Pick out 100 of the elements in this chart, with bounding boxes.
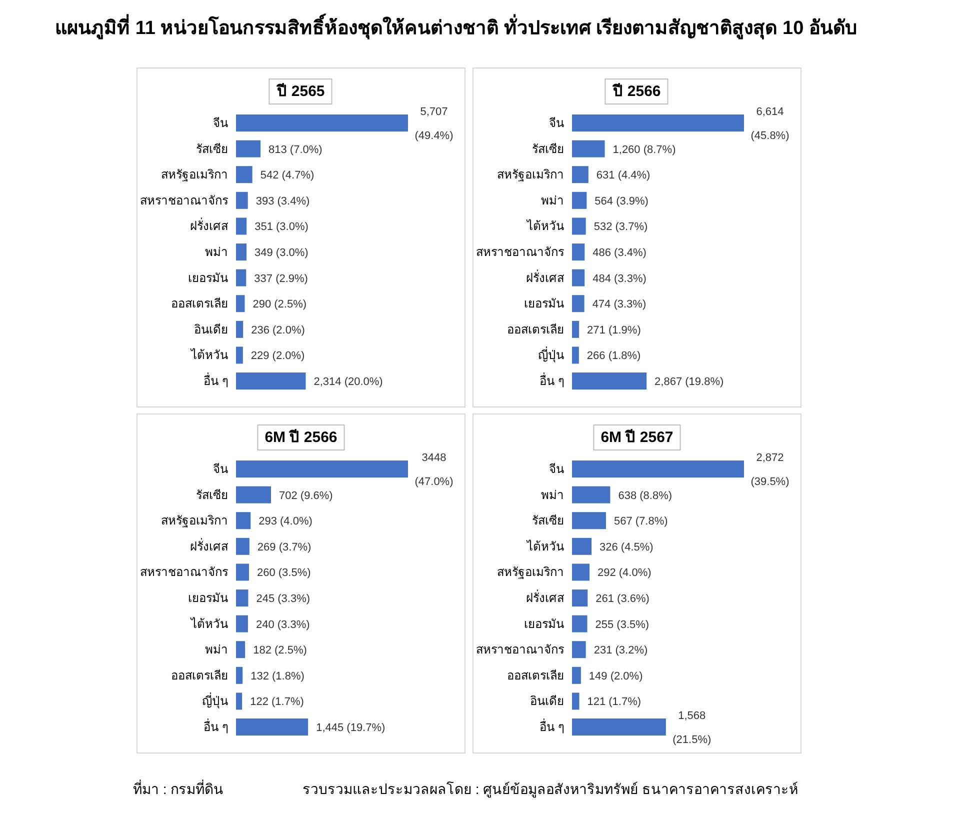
data-label: 5,707 (49.4%) bbox=[414, 106, 454, 142]
data-label: 484 (3.3%) bbox=[592, 272, 646, 285]
y-tick-label: ไต้หวัน bbox=[526, 539, 564, 554]
data-label: 255 (3.5%) bbox=[595, 618, 650, 631]
data-label: 236 (2.0%) bbox=[251, 324, 305, 336]
bar bbox=[236, 166, 252, 184]
bar bbox=[236, 641, 246, 658]
data-label: 2,314 (20.0%) bbox=[314, 376, 383, 388]
chart-title: ปี 2566 bbox=[612, 83, 661, 100]
text: ที่มา : กรมที่ดิน bbox=[133, 780, 224, 797]
text: แผนภูมิที่ 11 หน่วยโอนกรรมสิทธิ์ห้องชุดให้คนต่างชาติ ทั่วประเทศ เรียงตามสัญชาติสูงสุด 10 อันดับ bbox=[55, 13, 857, 40]
bar bbox=[236, 615, 248, 632]
bar bbox=[236, 320, 244, 338]
bar bbox=[236, 590, 248, 606]
data-label: 1,445 (19.7%) bbox=[316, 722, 386, 734]
bar bbox=[572, 538, 592, 555]
data-label: 474 (3.3%) bbox=[592, 298, 646, 311]
data-label: 631 (4.4%) bbox=[596, 170, 650, 182]
data-label: 261 (3.6%) bbox=[596, 593, 650, 605]
data-label: 231 (3.2%) bbox=[594, 644, 648, 657]
y-tick-label: สหราชอาณาจักร bbox=[140, 565, 229, 580]
data-label: 351 (3.0%) bbox=[254, 221, 308, 234]
bar bbox=[572, 486, 610, 504]
data-label: 229 (2.0%) bbox=[250, 350, 305, 362]
bar bbox=[236, 269, 246, 286]
y-tick-label: ฝรั่งเศส bbox=[526, 589, 565, 605]
y-tick-label: อินเดีย bbox=[194, 322, 228, 336]
data-label: 269 (3.7%) bbox=[257, 541, 312, 554]
data-label: 542 (4.7%) bbox=[260, 170, 314, 182]
y-tick-label: สหราชอาณาจักร bbox=[476, 642, 565, 657]
y-tick-label: เยอรมัน bbox=[188, 270, 228, 285]
y-tick-label: สหรัฐอเมริกา bbox=[161, 514, 228, 528]
y-tick-label: ฝรั่งเศส bbox=[526, 268, 565, 285]
y-tick-label: อินเดีย bbox=[530, 694, 564, 708]
y-tick-label: อื่น ๆ bbox=[204, 372, 228, 388]
bar bbox=[236, 666, 243, 684]
data-label: 182 (2.5%) bbox=[253, 644, 307, 657]
bar bbox=[572, 166, 588, 184]
y-tick-label: รัสเซีย bbox=[196, 142, 228, 156]
bar bbox=[572, 641, 586, 658]
y-tick-label: ไต้หวัน bbox=[190, 348, 228, 362]
bar bbox=[572, 460, 744, 478]
bar bbox=[572, 692, 580, 710]
bar bbox=[572, 244, 585, 260]
data-label: 2,867 (19.8%) bbox=[654, 376, 724, 388]
y-tick-label: สหรัฐอเมริกา bbox=[497, 565, 564, 580]
bar bbox=[572, 269, 585, 286]
data-label: 121 (1.7%) bbox=[587, 696, 642, 708]
data-label: 245 (3.3%) bbox=[256, 593, 310, 605]
y-tick-label: จีน bbox=[213, 462, 228, 476]
bar bbox=[572, 512, 606, 530]
y-tick-label: ญี่ปุ่น bbox=[202, 692, 228, 710]
y-tick-label: จีน bbox=[549, 462, 564, 476]
data-label: 6,614 (45.8%) bbox=[750, 106, 790, 142]
data-label: 1,260 (8.7%) bbox=[612, 144, 676, 156]
text: รวบรวมและประมวลผลโดย : ศูนย์ข้อมูลอสังหาริมทรัพย์ ธนาคารอาคารสงเคราะห์ bbox=[302, 781, 798, 798]
data-label: 260 (3.5%) bbox=[256, 567, 311, 580]
data-label: 393 (3.4%) bbox=[256, 195, 310, 208]
data-label: 122 (1.7%) bbox=[250, 696, 304, 708]
bar bbox=[236, 460, 408, 478]
bar bbox=[572, 114, 744, 132]
bar bbox=[572, 718, 666, 736]
bar bbox=[236, 512, 251, 530]
y-tick-label: ออสเตรเลีย bbox=[507, 322, 564, 336]
y-tick-label: ออสเตรเลีย bbox=[507, 668, 564, 682]
bar bbox=[236, 564, 249, 581]
data-label: 266 (1.8%) bbox=[586, 350, 641, 362]
y-tick-label: เยอรมัน bbox=[188, 591, 228, 605]
y-tick-label: ออสเตรเลีย bbox=[171, 668, 228, 682]
data-label: 271 (1.9%) bbox=[587, 324, 641, 336]
bar bbox=[236, 192, 248, 209]
bar bbox=[236, 538, 250, 555]
bar bbox=[236, 486, 272, 504]
y-tick-label: ญี่ปุ่น bbox=[538, 346, 564, 364]
data-label: 2,872 (39.5%) bbox=[750, 452, 790, 488]
y-tick-label: เยอรมัน bbox=[524, 296, 564, 311]
bar bbox=[236, 718, 308, 736]
bar bbox=[572, 218, 586, 235]
bar bbox=[236, 140, 261, 158]
bar bbox=[236, 114, 408, 132]
data-label: 337 (2.9%) bbox=[254, 272, 308, 285]
y-tick-label: ไต้หวัน bbox=[526, 219, 564, 234]
data-label: 702 (9.6%) bbox=[279, 490, 333, 502]
y-tick-label: สหรัฐอเมริกา bbox=[497, 168, 564, 182]
chart-title: 6M ปี 2566 bbox=[264, 429, 338, 446]
bar bbox=[236, 295, 245, 312]
y-tick-label: พม่า bbox=[205, 245, 228, 259]
bar bbox=[572, 320, 580, 338]
bar bbox=[572, 295, 584, 312]
y-tick-label: สหราชอาณาจักร bbox=[140, 193, 229, 208]
bar bbox=[572, 140, 605, 158]
data-label: 638 (8.8%) bbox=[618, 490, 672, 502]
y-tick-label: รัสเซีย bbox=[196, 488, 228, 502]
y-tick-label: อื่น ๆ bbox=[540, 372, 564, 388]
y-tick-label: อื่น ๆ bbox=[204, 718, 228, 734]
data-label: 3448 (47.0%) bbox=[414, 452, 454, 488]
bar bbox=[572, 346, 579, 364]
y-tick-label: รัสเซีย bbox=[532, 514, 564, 528]
bar bbox=[572, 564, 590, 581]
y-tick-label: เยอรมัน bbox=[524, 616, 564, 631]
